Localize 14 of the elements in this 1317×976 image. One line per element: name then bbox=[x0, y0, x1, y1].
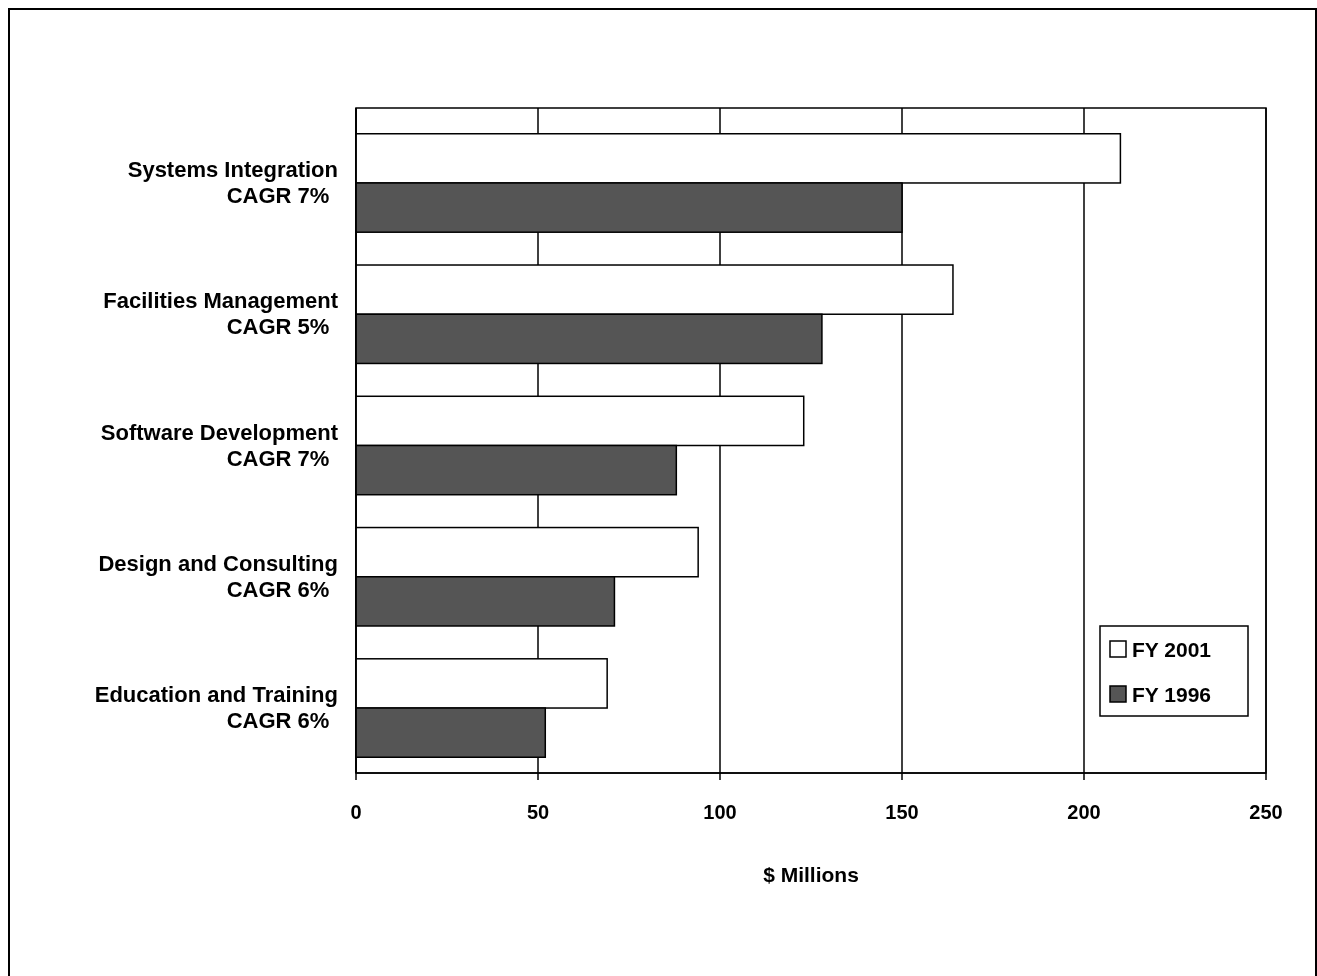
legend-label: FY 2001 bbox=[1132, 638, 1212, 661]
x-tick-label: 50 bbox=[526, 801, 550, 823]
x-tick-label: 100 bbox=[703, 801, 737, 823]
x-tick-label: 150 bbox=[885, 801, 919, 823]
y-tick-label: Education and Training CAGR 6% bbox=[94, 682, 338, 734]
legend-label: FY 1996 bbox=[1132, 683, 1212, 706]
y-tick-label: Design and Consulting CAGR 6% bbox=[98, 550, 338, 602]
x-axis-title: $ Millions bbox=[763, 863, 859, 886]
x-tick-label: 250 bbox=[1249, 801, 1283, 823]
y-tick-label: Facilities Management CAGR 5% bbox=[103, 288, 339, 340]
y-tick-label: Software Development CAGR 7% bbox=[100, 419, 339, 471]
y-tick-label: Systems Integration CAGR 7% bbox=[127, 156, 338, 208]
x-tick-label: 200 bbox=[1067, 801, 1101, 823]
x-tick-label: 0 bbox=[350, 801, 362, 823]
